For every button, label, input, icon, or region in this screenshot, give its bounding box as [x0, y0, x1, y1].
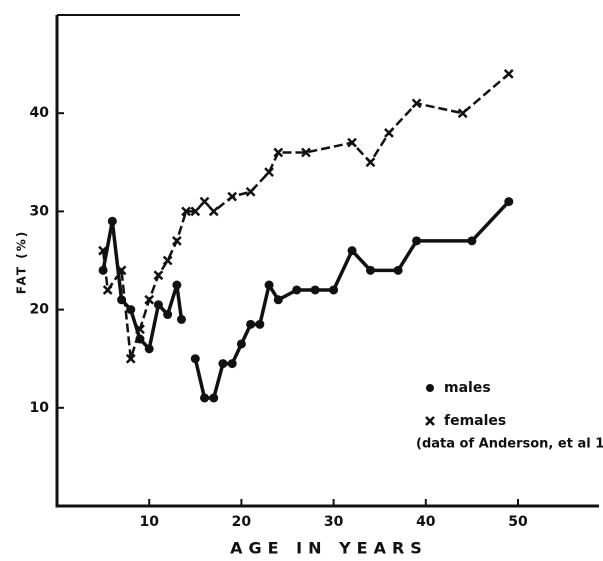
point	[412, 236, 422, 246]
point	[467, 236, 477, 246]
point	[245, 186, 256, 197]
point	[144, 344, 154, 354]
point	[264, 167, 274, 178]
y-axis-label: FAT (%)	[15, 230, 29, 295]
point	[301, 147, 311, 158]
note: (data of Anderson, et al 1959)	[416, 437, 603, 452]
point	[255, 319, 265, 329]
legend-marker	[426, 384, 434, 392]
point	[504, 197, 514, 207]
point	[98, 245, 108, 256]
point	[163, 310, 173, 320]
point	[171, 235, 182, 246]
point	[411, 98, 422, 109]
point	[365, 265, 375, 275]
point	[393, 265, 403, 275]
point	[172, 280, 182, 290]
series-line	[101, 200, 511, 400]
point	[227, 359, 237, 369]
point	[347, 137, 357, 148]
x-tick-label: 50	[508, 514, 528, 530]
point	[236, 339, 246, 349]
plot-frame	[55, 15, 599, 508]
point	[126, 305, 136, 315]
point	[200, 393, 210, 403]
point	[273, 147, 284, 158]
legend-label: males	[444, 380, 491, 396]
legend-marker	[425, 416, 435, 426]
point	[107, 216, 117, 226]
point	[153, 300, 163, 310]
point	[125, 353, 136, 364]
point	[503, 69, 514, 79]
point	[181, 206, 191, 217]
legend-label: females	[444, 413, 506, 429]
point	[310, 285, 320, 295]
point	[264, 280, 274, 290]
point	[273, 295, 283, 305]
point	[347, 246, 357, 256]
point	[199, 196, 210, 207]
x-tick-label: 40	[416, 514, 436, 530]
point	[116, 265, 127, 276]
point	[218, 359, 228, 369]
x-tick-label: 20	[232, 514, 252, 530]
point	[190, 206, 201, 217]
point	[329, 285, 339, 295]
point	[457, 108, 468, 119]
point	[292, 285, 302, 295]
y-tick-label: 20	[30, 302, 50, 318]
point	[227, 191, 238, 202]
x-tick-label: 30	[324, 514, 344, 530]
point	[102, 285, 113, 295]
point	[190, 354, 200, 364]
x-axis-label: AGE IN YEARS	[230, 539, 428, 558]
point	[208, 206, 219, 217]
point	[384, 127, 394, 138]
point	[135, 324, 145, 335]
y-tick-label: 10	[30, 400, 50, 416]
point	[176, 314, 186, 324]
point	[153, 270, 164, 281]
x-tick-label: 10	[139, 514, 159, 530]
y-tick-label: 30	[30, 203, 50, 219]
point	[365, 157, 376, 168]
point	[144, 294, 155, 305]
series-line	[101, 72, 510, 360]
point	[162, 255, 173, 266]
point	[246, 319, 256, 329]
point	[209, 393, 219, 403]
y-tick-label: 40	[30, 105, 50, 121]
